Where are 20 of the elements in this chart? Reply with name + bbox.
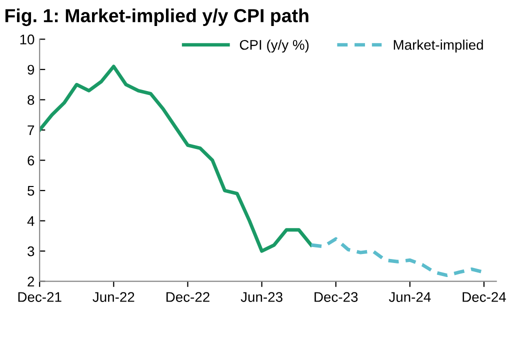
- x-tick-label: Jun-24: [388, 292, 431, 302]
- x-tick-label: Dec-21: [18, 292, 62, 302]
- y-tick-label: 10: [20, 34, 34, 44]
- y-tick-label: 2: [28, 276, 34, 286]
- y-tick-label: 6: [28, 156, 34, 166]
- legend-label: CPI (y/y %): [240, 40, 309, 53]
- y-tick-label: 7: [28, 125, 34, 136]
- x-tick-label: Dec-22: [166, 292, 210, 302]
- legend-label: Market-implied: [394, 40, 483, 53]
- y-tick-label: 5: [28, 186, 34, 196]
- x-tick-label: Dec-24: [462, 292, 506, 302]
- x-tick-label: Dec-23: [314, 292, 358, 302]
- y-tick-label: 4: [27, 216, 34, 226]
- line-series: [40, 64, 313, 253]
- y-tick-label: 9: [28, 64, 34, 75]
- chart-title: Fig. 1: Market-implied y/y CPI path: [5, 8, 308, 26]
- x-tick-label: Jun-23: [240, 292, 282, 302]
- y-tick-label: 3: [28, 246, 34, 256]
- y-tick-label: 8: [28, 95, 34, 105]
- x-tick-label: Jun-22: [92, 292, 134, 302]
